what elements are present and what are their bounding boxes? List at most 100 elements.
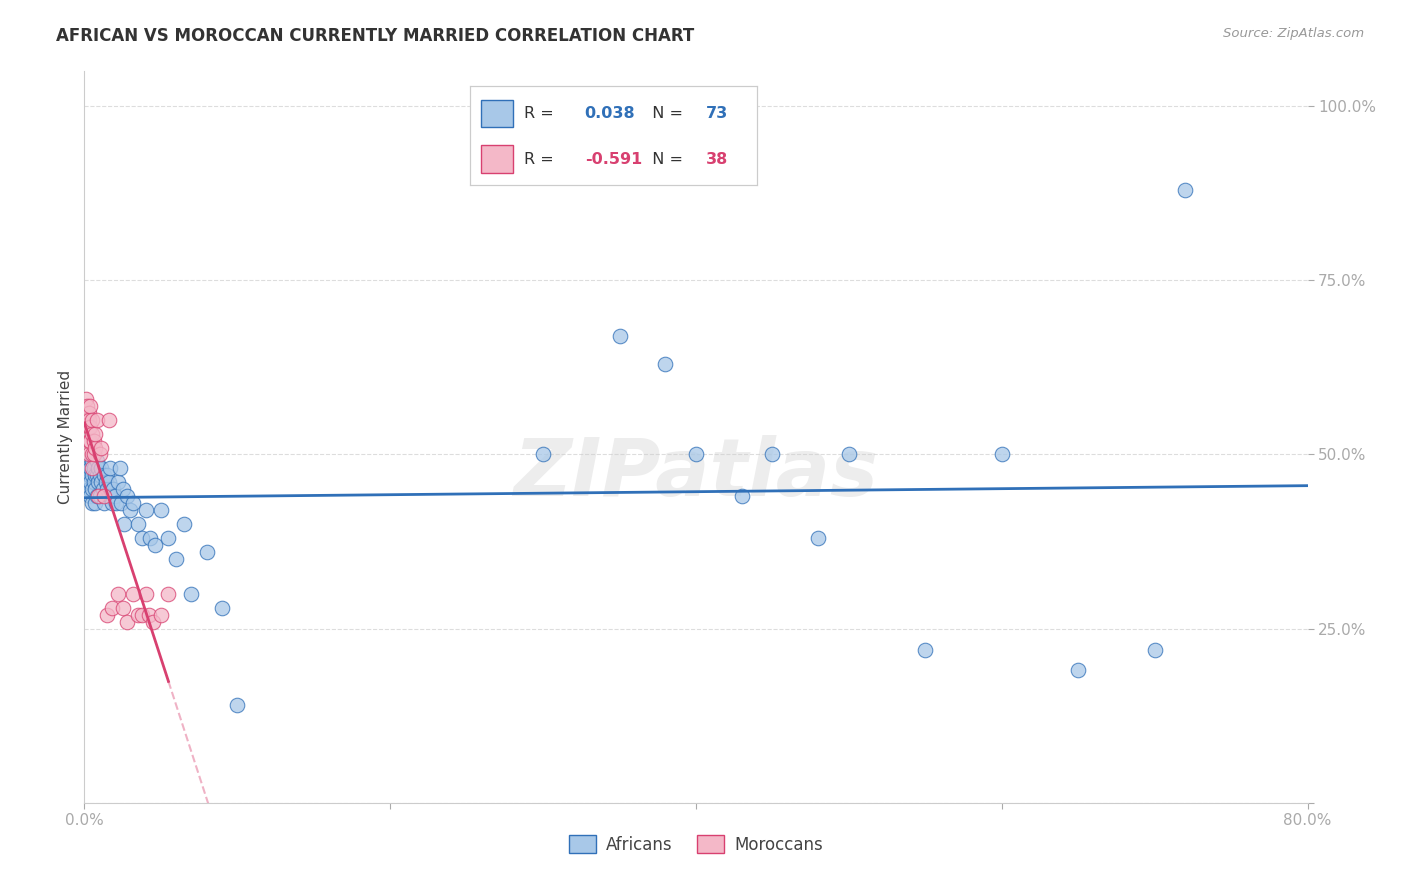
Point <box>104 489 127 503</box>
Point <box>80 468 103 483</box>
Point <box>79 434 101 448</box>
Point <box>79 399 101 413</box>
Point <box>98 461 121 475</box>
Point <box>93 489 115 503</box>
Point <box>211 600 233 615</box>
Point <box>80 461 103 475</box>
Point <box>761 448 783 462</box>
Point <box>101 496 124 510</box>
Point <box>838 448 860 462</box>
Point <box>75 392 97 406</box>
Point <box>103 483 125 497</box>
Point <box>80 412 103 426</box>
Point <box>165 552 187 566</box>
Point <box>143 538 166 552</box>
Point <box>84 426 107 441</box>
Point <box>807 531 830 545</box>
Point <box>84 496 107 510</box>
Point <box>96 483 118 497</box>
Point <box>77 419 100 434</box>
Point <box>101 600 124 615</box>
Point <box>86 454 108 468</box>
Point <box>83 434 105 448</box>
Point <box>77 412 100 426</box>
Point <box>77 434 100 448</box>
Point <box>80 483 103 497</box>
Point <box>83 448 105 462</box>
Point <box>112 517 135 532</box>
Point <box>149 607 172 622</box>
Point <box>138 607 160 622</box>
Point <box>79 489 101 503</box>
Point <box>122 587 145 601</box>
Y-axis label: Currently Married: Currently Married <box>58 370 73 504</box>
Point <box>97 412 120 426</box>
Point <box>76 461 98 475</box>
Point <box>77 468 100 483</box>
Point <box>96 607 118 622</box>
Point <box>115 489 138 503</box>
Point <box>105 496 128 510</box>
Point <box>86 412 108 426</box>
Point <box>93 468 115 483</box>
Point <box>195 545 218 559</box>
Point <box>149 503 172 517</box>
Point <box>139 531 162 545</box>
Point <box>120 503 142 517</box>
Point <box>84 483 107 497</box>
Point <box>991 448 1014 462</box>
Point <box>157 531 180 545</box>
Point <box>1067 664 1090 678</box>
Point <box>609 329 631 343</box>
Point <box>226 698 249 713</box>
Text: Source: ZipAtlas.com: Source: ZipAtlas.com <box>1223 27 1364 40</box>
Point <box>84 468 107 483</box>
Point <box>1174 183 1197 197</box>
Point <box>84 441 107 455</box>
Point <box>80 426 103 441</box>
Point <box>115 615 138 629</box>
Point <box>135 587 157 601</box>
Point <box>83 475 105 490</box>
Point <box>77 406 100 420</box>
Point <box>90 461 112 475</box>
Point <box>131 531 153 545</box>
Point <box>731 489 754 503</box>
Point <box>108 461 131 475</box>
Point <box>76 412 98 426</box>
Point <box>86 468 108 483</box>
Point <box>111 483 134 497</box>
Point <box>83 448 105 462</box>
Point <box>142 615 165 629</box>
Point <box>111 600 134 615</box>
Point <box>127 517 149 532</box>
Point <box>97 475 120 490</box>
Point <box>654 357 676 371</box>
Legend: Africans, Moroccans: Africans, Moroccans <box>562 829 830 860</box>
Point <box>96 468 118 483</box>
Text: ZIPatlas: ZIPatlas <box>513 434 879 513</box>
Point <box>107 587 129 601</box>
Point <box>97 489 120 503</box>
Point <box>531 448 554 462</box>
Point <box>79 475 101 490</box>
Point <box>914 642 936 657</box>
Point <box>94 475 117 490</box>
Point <box>91 483 114 497</box>
Point <box>76 475 98 490</box>
Point <box>89 489 111 503</box>
Point <box>89 448 111 462</box>
Point <box>80 496 103 510</box>
Point <box>90 475 112 490</box>
Point <box>135 503 157 517</box>
Point <box>80 448 103 462</box>
Point <box>131 607 153 622</box>
Point <box>80 454 103 468</box>
Point <box>79 419 101 434</box>
Point <box>1143 642 1166 657</box>
Point <box>93 496 115 510</box>
Point <box>107 475 129 490</box>
Point <box>87 489 110 503</box>
Point <box>173 517 195 532</box>
Point <box>90 441 112 455</box>
